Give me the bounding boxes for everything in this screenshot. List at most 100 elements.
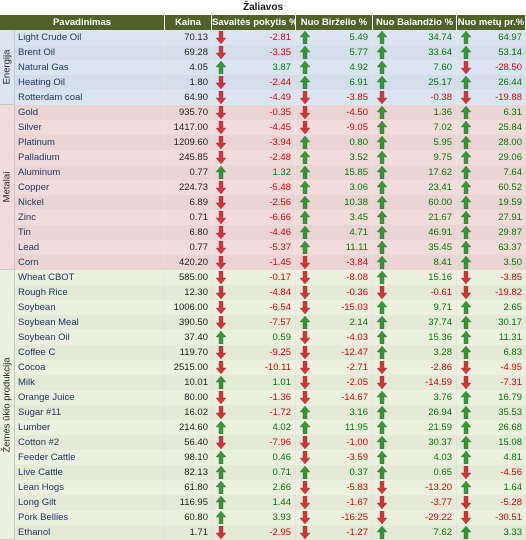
- commodity-name: Brent Oil: [15, 45, 165, 60]
- commodity-price: 60.80: [165, 510, 212, 525]
- table-row[interactable]: Natural Gas 4.05 3.87 4.92 7.60 -28.50: [15, 60, 526, 75]
- arrow-up-icon: [377, 406, 387, 419]
- table-row[interactable]: Silver 1417.00 -4.45 -9.05 7.02 25.84: [15, 120, 526, 135]
- table-row[interactable]: Nickel 6.89 -2.56 10.38 60.00 19.59: [15, 195, 526, 210]
- arrow-down-icon: [377, 91, 387, 104]
- table-row[interactable]: Orange Juice 80.00 -1.36 -14.67 3.76 16.79: [15, 390, 526, 405]
- group-label-text: Energija: [1, 49, 13, 85]
- cell-since-june: -1.27: [296, 525, 373, 540]
- cell-since-april: 17.62: [373, 165, 457, 180]
- value-week-change: -2.95: [269, 527, 291, 538]
- value-ytd: 16.79: [498, 392, 522, 403]
- table-row[interactable]: Brent Oil 69.28 -3.35 5.77 33.64 53.14: [15, 45, 526, 60]
- table-row[interactable]: Soybean Oil 37.40 0.59 -4.03 15.36 11.31: [15, 330, 526, 345]
- table-row[interactable]: Rough Rice 12.30 -4.84 -0.36 -0.61 -19.82: [15, 285, 526, 300]
- commodity-price: 420.20: [165, 255, 212, 270]
- cell-ytd: -19.82: [457, 285, 526, 300]
- commodity-price: 16.02: [165, 405, 212, 420]
- cell-since-june: -5.83: [296, 480, 373, 495]
- table-row[interactable]: Lean Hogs 61.80 2.66 -5.83 -13.20 1.64: [15, 480, 526, 495]
- value-since-june: -4.50: [346, 107, 368, 118]
- table-row[interactable]: Cotton #2 56.40 -7.96 -1.00 30.37 15.08: [15, 435, 526, 450]
- column-header-name[interactable]: Pavadinimas: [0, 15, 165, 30]
- arrow-down-icon: [216, 31, 226, 44]
- table-row[interactable]: Pork Bellies 60.80 3.93 -16.25 -29.22 -30.51: [15, 510, 526, 525]
- commodity-price: 2515.00: [165, 360, 212, 375]
- arrow-down-icon: [300, 271, 310, 284]
- value-week-change: 2.66: [272, 482, 292, 493]
- commodity-name: Long Gilt: [15, 495, 165, 510]
- table-row[interactable]: Soybean 1006.00 -6.54 -15.03 9.71 2.65: [15, 300, 526, 315]
- value-since-april: 17.62: [428, 167, 452, 178]
- table-row[interactable]: Lead 0.77 -5.37 11.11 35.45 63.37: [15, 240, 526, 255]
- arrow-up-icon: [461, 391, 471, 404]
- arrow-down-icon: [300, 256, 310, 269]
- arrow-down-icon: [300, 361, 310, 374]
- table-row[interactable]: Coffee C 119.70 -9.25 -12.47 3.28 6.83: [15, 345, 526, 360]
- column-header-since-june[interactable]: Nuo Birželio %: [296, 15, 373, 30]
- cell-since-june: 11.95: [296, 420, 373, 435]
- table-row[interactable]: Cocoa 2515.00 -10.11 -2.71 -2.86 -4.95: [15, 360, 526, 375]
- value-ytd: 27.91: [498, 212, 522, 223]
- table-row[interactable]: Lumber 214.60 4.02 11.95 21.59 26.68: [15, 420, 526, 435]
- table-row[interactable]: Long Gilt 116.95 1.44 -1.67 -3.77 -5.28: [15, 495, 526, 510]
- column-header-since-april[interactable]: Nuo Balandžio %: [373, 15, 457, 30]
- table-row[interactable]: Zinc 0.71 -6.66 3.45 21.67 27.91: [15, 210, 526, 225]
- arrow-down-icon: [377, 361, 387, 374]
- arrow-down-icon: [300, 286, 310, 299]
- cell-since-june: 3.16: [296, 405, 373, 420]
- cell-since-april: 30.37: [373, 435, 457, 450]
- value-since-april: 7.02: [433, 122, 453, 133]
- cell-week-change: 3.87: [212, 60, 296, 75]
- arrow-down-icon: [216, 391, 226, 404]
- value-since-april: -0.61: [430, 287, 452, 298]
- table-row[interactable]: Feeder Cattle 98.10 0.46 -3.59 4.03 4.81: [15, 450, 526, 465]
- cell-ytd: 53.14: [457, 45, 526, 60]
- table-row[interactable]: Palladium 245.85 -2.48 3.52 9.75 29.06: [15, 150, 526, 165]
- value-since-june: -15.03: [341, 302, 368, 313]
- value-ytd: 1.64: [503, 482, 523, 493]
- arrow-up-icon: [377, 121, 387, 134]
- arrow-down-icon: [300, 496, 310, 509]
- column-header-ytd[interactable]: Nuo metų pr.%: [457, 15, 526, 30]
- value-since-june: -1.00: [346, 437, 368, 448]
- cell-since-april: 60.00: [373, 195, 457, 210]
- table-row[interactable]: Light Crude Oil 70.13 -2.81 5.49 34.74 64.97: [15, 30, 526, 45]
- arrow-up-icon: [377, 136, 387, 149]
- commodity-price: 6.80: [165, 225, 212, 240]
- value-since-june: 5.49: [349, 32, 369, 43]
- value-week-change: 1.01: [272, 377, 292, 388]
- value-ytd: 3.33: [503, 527, 523, 538]
- arrow-down-icon: [300, 121, 310, 134]
- table-row[interactable]: Soybean Meal 390.50 -7.57 2.14 37.74 30.17: [15, 315, 526, 330]
- table-row[interactable]: Corn 420.20 -1.45 -3.84 8.41 3.50: [15, 255, 526, 270]
- table-row[interactable]: Gold 935.70 -0.35 -4.50 1.36 6.31: [15, 105, 526, 120]
- table-row[interactable]: Milk 10.01 1.01 -2.05 -14.59 -7.31: [15, 375, 526, 390]
- value-ytd: 6.83: [503, 347, 523, 358]
- value-since-june: 3.06: [349, 182, 369, 193]
- column-header-week-change[interactable]: Savaitės pokytis %: [212, 15, 296, 30]
- arrow-up-icon: [377, 391, 387, 404]
- table-title: Žaliavos: [0, 0, 526, 16]
- arrow-up-icon: [377, 151, 387, 164]
- table-row[interactable]: Sugar #11 16.02 -1.72 3.16 26.94 35.53: [15, 405, 526, 420]
- cell-ytd: 64.97: [457, 30, 526, 45]
- arrow-up-icon: [461, 136, 471, 149]
- table-row[interactable]: Aluminum 0.77 1.32 15.85 17.62 7.64: [15, 165, 526, 180]
- table-row[interactable]: Rotterdam coal 64.90 -4.49 -3.85 -0.38 -19.88: [15, 90, 526, 105]
- table-row[interactable]: Heating Oil 1.80 -2.44 6.91 25.17 26.44: [15, 75, 526, 90]
- value-since-june: 2.14: [349, 317, 369, 328]
- table-row[interactable]: Live Cattle 82.13 0.71 0.37 0.65 -4.56: [15, 465, 526, 480]
- arrow-up-icon: [461, 256, 471, 269]
- commodity-name: Cocoa: [15, 360, 165, 375]
- value-week-change: -3.35: [269, 47, 291, 58]
- table-row[interactable]: Copper 224.73 -5.48 3.06 23.41 60.52: [15, 180, 526, 195]
- arrow-down-icon: [461, 91, 471, 104]
- cell-ytd: -4.56: [457, 465, 526, 480]
- table-row[interactable]: Tin 6.80 -4.46 4.71 46.91 29.87: [15, 225, 526, 240]
- table-row[interactable]: Wheat CBOT 585.00 -0.17 -8.08 15.16 -3.85: [15, 270, 526, 285]
- table-row[interactable]: Platinum 1209.60 -3.94 0.80 5.95 28.00: [15, 135, 526, 150]
- arrow-up-icon: [377, 166, 387, 179]
- table-row[interactable]: Ethanol 1.71 -2.95 -1.27 7.62 3.33: [15, 525, 526, 540]
- column-header-price[interactable]: Kaina: [165, 15, 212, 30]
